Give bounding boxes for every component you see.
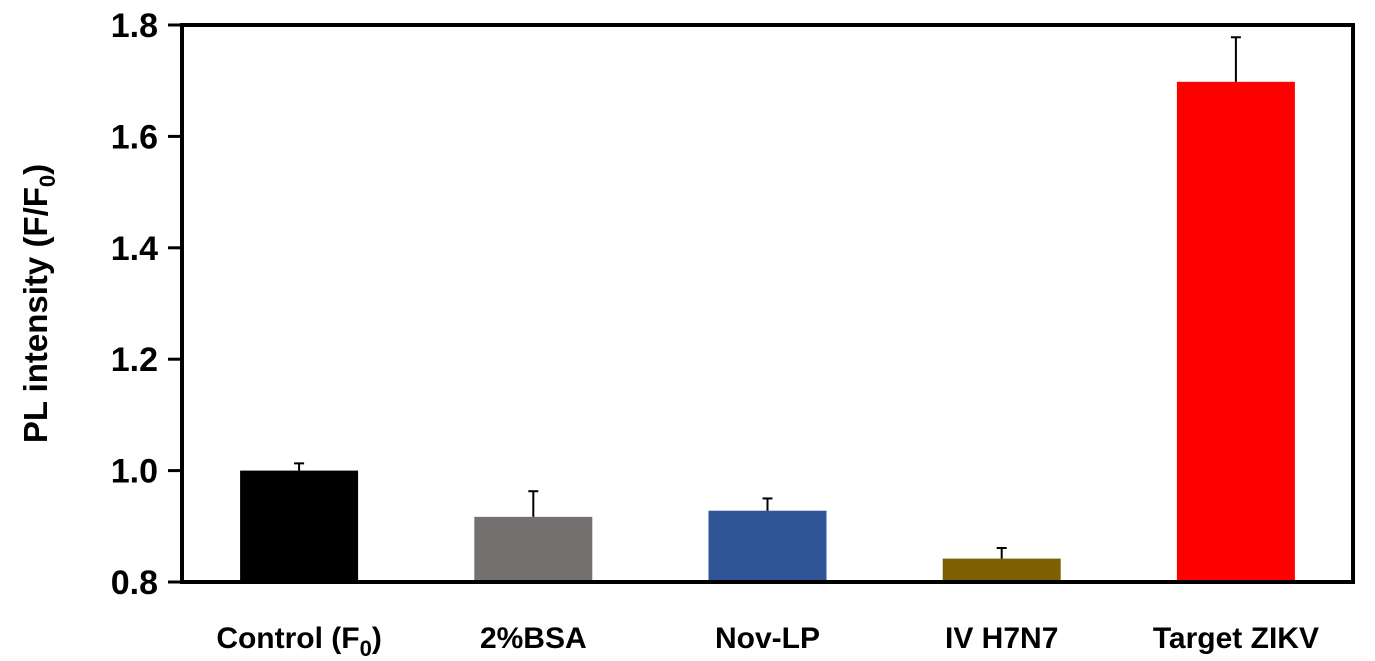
x-tick-label-text: Target ZIKV [1153,622,1319,655]
y-axis: 0.8 1.0 1.2 1.4 1.6 1.8 [111,7,182,602]
x-tick-label-text: Control (F [216,622,359,655]
plot-frame [180,23,1355,584]
bar [1176,81,1295,583]
x-tick-label: 2%BSA [480,622,587,655]
y-axis-title: PL intensity (F/F0) [17,164,60,443]
x-tick-label-text: IV H7N7 [945,622,1058,655]
bars-layer [240,81,1295,583]
x-tick-label: IV H7N7 [945,622,1058,655]
y-tick-label: 0.8 [111,564,158,602]
x-tick-label-text: 2%BSA [480,622,587,655]
error-bars-layer [294,36,1241,559]
bar [708,510,827,582]
x-axis-labels: Control (F0) 2%BSA Nov-LP IV H7N7 Target ZIK… [216,622,1319,661]
x-tick-label-subscript: 0 [360,636,372,661]
y-axis-title-subscript: 0 [35,175,60,187]
x-tick-label: Nov-LP [715,622,820,655]
bar [474,516,593,582]
y-tick-label: 1.4 [111,230,158,268]
y-axis-title-main: PL intensity (F/F [17,187,54,443]
bar [942,558,1061,582]
y-tick-label: 1.8 [111,7,158,45]
y-tick-label: 1.0 [111,453,158,491]
x-tick-label-text: Nov-LP [715,622,820,655]
x-tick-label-suffix: ) [372,622,382,655]
bar [240,470,359,582]
y-tick-label: 1.6 [111,118,158,156]
y-axis-title-suffix: ) [17,164,54,175]
y-tick-label: 1.2 [111,341,158,379]
x-tick-label: Target ZIKV [1153,622,1319,655]
x-tick-label: Control (F0) [216,622,382,661]
